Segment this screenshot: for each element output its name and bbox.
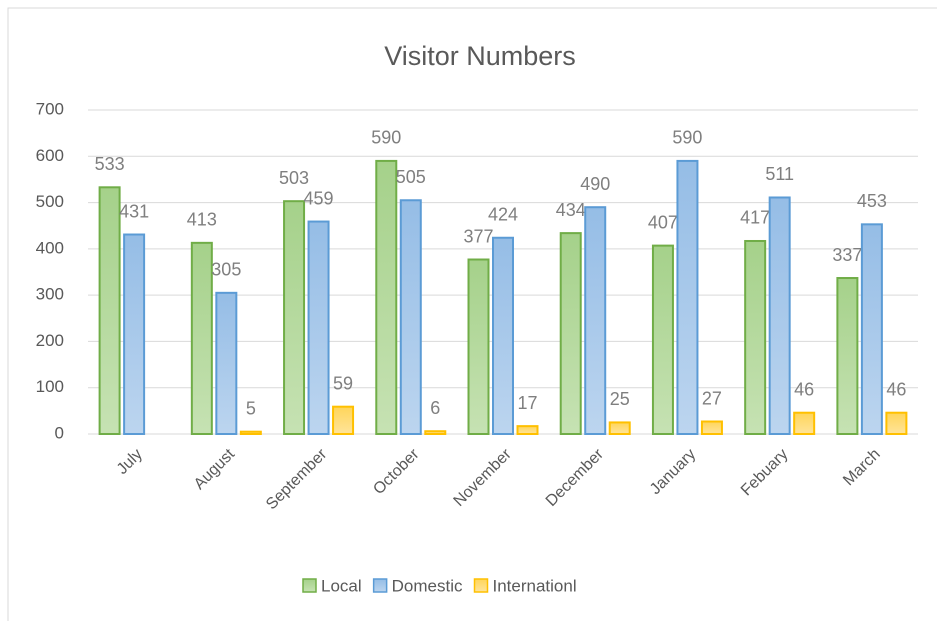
bar [239,430,262,435]
x-tick-label: September [263,445,331,513]
x-tick-label: October [370,445,423,498]
y-tick-label: 300 [36,285,64,304]
data-label: 46 [886,379,906,399]
x-tick-label: August [191,445,239,493]
bar [836,277,859,436]
legend-label: Local [321,576,362,595]
y-tick-label: 200 [36,331,64,350]
bar [467,258,490,436]
data-label: 424 [488,204,518,224]
data-label: 5 [246,398,256,418]
bar [651,244,674,435]
data-label: 434 [556,200,586,220]
bar [885,411,908,435]
data-label: 305 [211,260,241,280]
x-tick-label: November [451,445,516,510]
legend-label: Internationl [493,576,577,595]
data-label: 407 [648,212,678,232]
data-label: 503 [279,168,309,188]
data-label: 505 [396,167,426,187]
bar [215,291,238,436]
data-label: 590 [371,128,401,148]
y-tick-label: 700 [36,99,64,118]
bar [860,223,883,435]
data-label: 17 [517,393,537,413]
bar [190,241,213,435]
data-label: 533 [95,154,125,174]
bar [608,421,631,435]
bar [676,159,699,436]
data-label: 590 [672,128,702,148]
data-label: 59 [333,373,353,393]
x-tick-label: July [114,446,146,478]
x-tick-label: December [543,445,608,510]
bar [793,411,816,435]
data-label: 413 [187,210,217,230]
data-label: 417 [740,208,770,228]
data-label: 459 [304,188,334,208]
data-label: 25 [610,389,630,409]
data-label: 6 [430,398,440,418]
bar [516,425,539,436]
bar [332,405,355,436]
data-label: 377 [463,226,493,246]
y-tick-label: 100 [36,377,64,396]
bar [98,186,121,435]
bar [375,159,398,436]
bar [700,420,723,436]
bar [424,430,447,436]
chart-title: Visitor Numbers [384,41,576,71]
bar [559,232,582,435]
legend-marker [302,578,317,593]
y-tick-label: 0 [55,423,64,442]
legend-marker [473,578,489,593]
data-label: 431 [119,201,149,221]
bar [492,236,514,435]
data-label: 46 [794,379,814,399]
data-label: 337 [832,245,862,265]
bar [399,199,422,435]
data-label: 490 [580,174,610,194]
bar [123,233,146,435]
y-tick-label: 500 [36,192,64,211]
y-tick-label: 400 [36,238,64,257]
bar [768,196,791,435]
x-tick-label: January [647,446,699,498]
y-tick-label: 600 [36,146,64,165]
bar [307,220,330,435]
legend-marker [372,578,388,593]
bar [584,206,607,435]
data-label: 27 [702,388,722,408]
data-label: 453 [857,191,887,211]
x-tick-label: Febuary [738,446,792,500]
bar [744,239,767,435]
chart-frame [7,7,937,621]
data-label: 511 [765,164,794,184]
legend-label: Domestic [392,576,463,595]
x-tick-label: March [840,446,883,489]
bar [283,200,306,435]
